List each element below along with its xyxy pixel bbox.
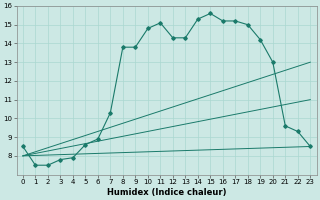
X-axis label: Humidex (Indice chaleur): Humidex (Indice chaleur): [107, 188, 226, 197]
